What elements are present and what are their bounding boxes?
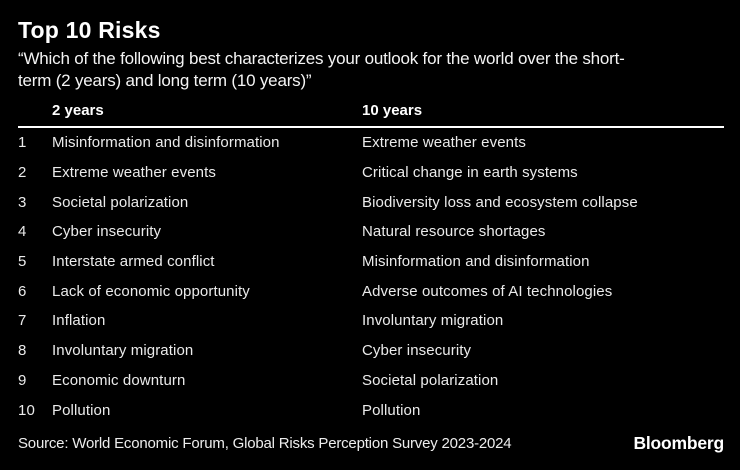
rank-cell: 2	[18, 164, 27, 182]
long-term-risk-cell: Natural resource shortages	[362, 223, 546, 241]
chart-subtitle: “Which of the following best characteriz…	[18, 49, 625, 90]
long-term-risk-cell: Extreme weather events	[362, 134, 526, 152]
short-term-risk-cell: Lack of economic opportunity	[52, 282, 250, 300]
rank-cell: 10	[18, 401, 35, 419]
long-term-risk-cell: Adverse outcomes of AI technologies	[362, 282, 613, 300]
table-row: 4 Cyber insecurity Natural resource shorta…	[18, 217, 724, 247]
short-term-risk-cell: Extreme weather events	[52, 164, 216, 182]
chart-title: Top 10 Risks	[18, 17, 161, 43]
long-term-risk-cell: Misinformation and disinformation	[362, 253, 590, 271]
table-row: 3 Societal polarization Biodiversity loss …	[18, 187, 724, 217]
footer: Source: World Economic Forum, Global Ris…	[18, 433, 724, 454]
table-row: 2 Extreme weather events Critical change i…	[18, 158, 724, 188]
rank-cell: 8	[18, 342, 27, 360]
table-row: 7 Inflation Involuntary migration	[18, 306, 724, 336]
short-term-risk-cell: Societal polarization	[52, 193, 189, 211]
long-term-risk-cell: Cyber insecurity	[362, 342, 472, 360]
short-term-risk-cell: Involuntary migration	[52, 342, 194, 360]
table-row: 10 Pollution Pollution	[18, 395, 724, 425]
rank-cell: 3	[18, 193, 27, 211]
long-term-risk-cell: Societal polarization	[362, 371, 499, 389]
rank-cell: 4	[18, 223, 27, 241]
rank-cell: 7	[18, 312, 27, 330]
short-term-risk-cell: Interstate armed conflict	[52, 253, 215, 271]
short-term-risk-cell: Cyber insecurity	[52, 223, 162, 241]
table-row: 5 Interstate armed conflict Misinformation…	[18, 247, 724, 277]
short-term-risk-cell: Economic downturn	[52, 371, 186, 389]
rank-cell: 5	[18, 253, 27, 271]
table-header-row: 2 years 10 years	[18, 103, 724, 126]
table-row: 9 Economic downturn Societal polarization	[18, 366, 724, 396]
short-term-risk-cell: Inflation	[52, 312, 106, 330]
table-row: 8 Involuntary migration Cyber insecurity	[18, 336, 724, 366]
header-divider-line	[18, 126, 724, 128]
rank-cell: 6	[18, 282, 27, 300]
rank-cell: 9	[18, 371, 27, 389]
long-term-risk-cell: Biodiversity loss and ecosystem collapse	[362, 193, 638, 211]
column-header-2-years: 2 years	[52, 103, 104, 118]
table-row: 1 Misinformation and disinformation Extrem…	[18, 128, 724, 158]
column-header-10-years: 10 years	[362, 103, 423, 118]
rank-cell: 1	[18, 134, 27, 152]
long-term-risk-cell: Involuntary migration	[362, 312, 504, 330]
bloomberg-logo: Bloomberg	[633, 433, 724, 453]
short-term-risk-cell: Pollution	[52, 401, 111, 419]
table-row: 6 Lack of economic opportunity Adverse out…	[18, 276, 724, 306]
short-term-risk-cell: Misinformation and disinformation	[52, 134, 280, 152]
source-text: Source: World Economic Forum, Global Ris…	[18, 435, 512, 452]
long-term-risk-cell: Critical change in earth systems	[362, 164, 578, 182]
risk-table-body: 1 Misinformation and disinformation Extrem…	[18, 128, 724, 425]
rank-column-spacer	[18, 103, 52, 118]
long-term-risk-cell: Pollution	[362, 401, 421, 419]
